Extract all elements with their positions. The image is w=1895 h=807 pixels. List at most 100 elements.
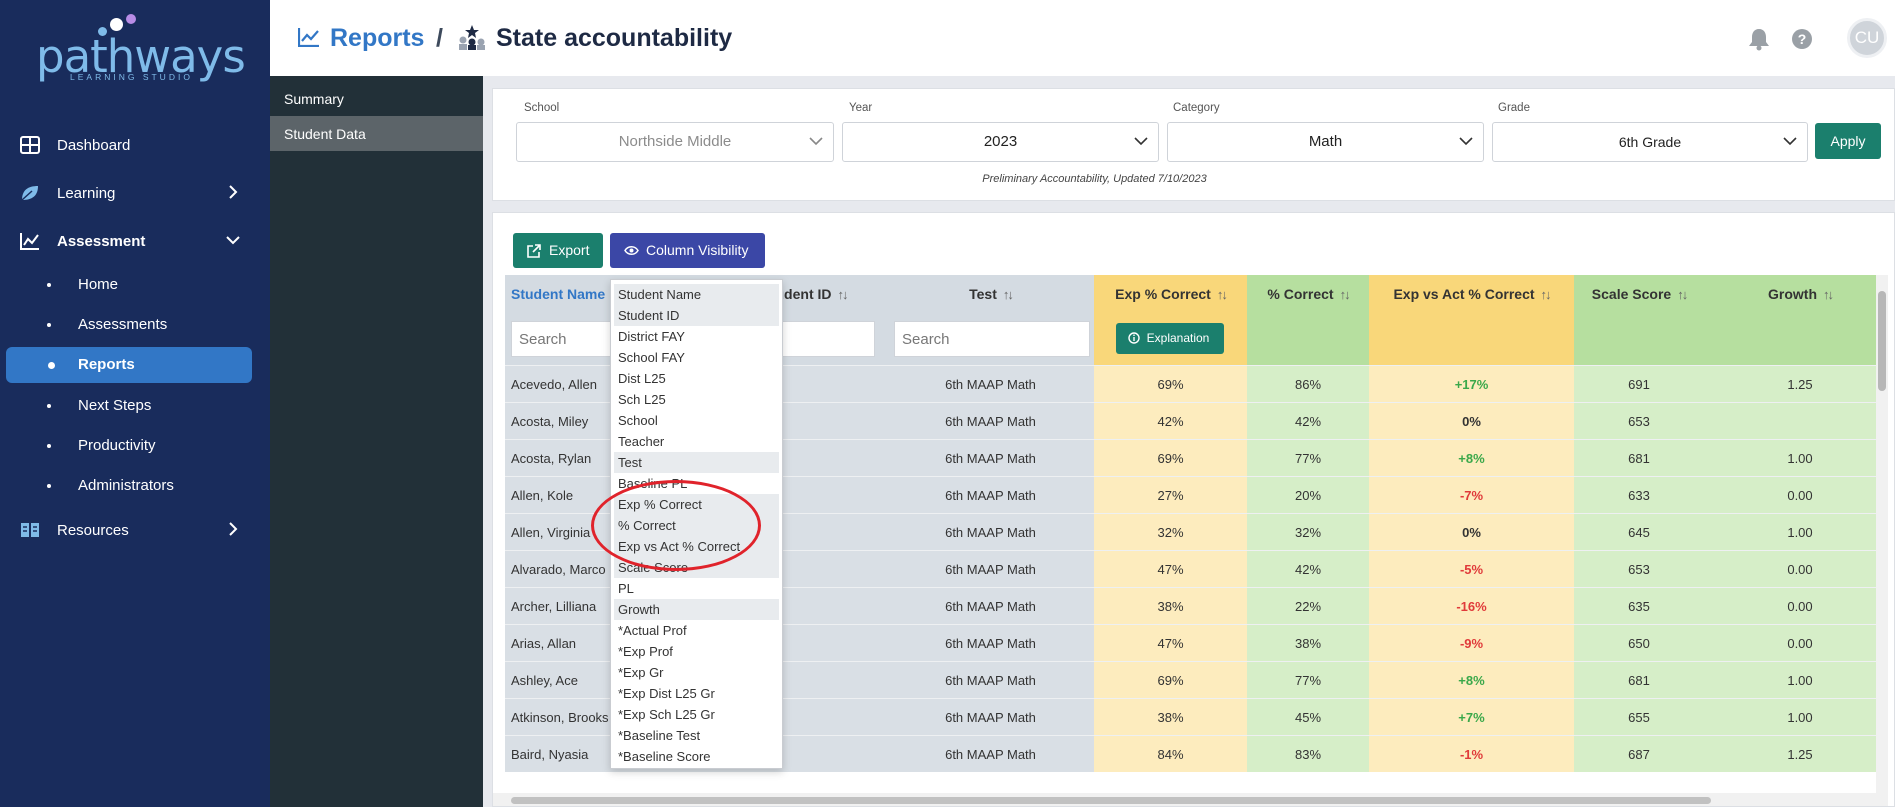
cell-value: Acosta, Rylan xyxy=(511,450,592,466)
column-header-exp-vs-act[interactable]: Exp vs Act % Correct ↑↓ xyxy=(1369,275,1574,313)
column-toggle-item[interactable]: *Baseline Score xyxy=(618,749,711,764)
cell-exp: 47% xyxy=(1094,551,1247,587)
subnav-item-summary[interactable]: Summary xyxy=(284,91,344,107)
column-header-growth[interactable]: Growth ↑↓ xyxy=(1704,275,1876,313)
sidebar-subitem-productivity[interactable]: Productivity xyxy=(0,429,270,463)
column-toggle-item[interactable]: *Actual Prof xyxy=(618,623,687,638)
export-label: Export xyxy=(549,242,590,258)
category-select[interactable]: Math xyxy=(1167,122,1484,162)
sidebar-subitem-label: Assessments xyxy=(78,316,168,333)
cell-growth: 1.00 xyxy=(1704,514,1876,550)
sidebar-subitem-assessments[interactable]: Assessments xyxy=(0,308,270,342)
sidebar-item-assessment[interactable]: Assessment xyxy=(0,223,270,259)
sidebar-subitem-next-steps[interactable]: Next Steps xyxy=(0,389,270,423)
export-button[interactable]: Export xyxy=(513,233,603,268)
column-toggle-item[interactable]: *Exp Gr xyxy=(618,665,664,680)
sort-icon: ↑↓ xyxy=(1002,286,1014,302)
sidebar-item-resources[interactable]: Resources xyxy=(0,512,270,548)
cell-value: 6th MAAP Math xyxy=(945,709,1036,725)
vertical-scrollbar[interactable] xyxy=(1876,275,1888,806)
cell-scale: 653 xyxy=(1574,403,1704,439)
cell-value: Acevedo, Allen xyxy=(511,376,598,392)
subnav-item-student-data[interactable]: Student Data xyxy=(270,116,483,151)
book-icon xyxy=(21,523,39,537)
column-header-test[interactable]: Test ↑↓ xyxy=(887,275,1094,313)
horizontal-scrollbar[interactable] xyxy=(493,793,1876,806)
column-header-label: Test xyxy=(969,286,997,302)
column-toggle-item[interactable]: Student ID xyxy=(614,305,779,326)
sidebar-subitem-administrators[interactable]: Administrators xyxy=(0,469,270,503)
column-toggle-item[interactable]: *Exp Dist L25 Gr xyxy=(618,686,715,701)
chevron-down-icon xyxy=(809,137,823,146)
explanation-button[interactable]: Explanation xyxy=(1116,323,1224,354)
cell-growth: 1.00 xyxy=(1704,440,1876,476)
column-toggle-item[interactable]: Test xyxy=(614,452,779,473)
scrollbar-thumb[interactable] xyxy=(1878,291,1886,391)
column-toggle-item[interactable]: Dist L25 xyxy=(618,371,666,386)
column-toggle-item[interactable]: Baseline PL xyxy=(618,476,688,491)
sidebar-subitem-home[interactable]: Home xyxy=(0,268,270,302)
sort-icon: ↑↓ xyxy=(837,286,849,302)
column-toggle-item[interactable]: % Correct xyxy=(614,515,779,536)
table-row[interactable]: Allen, Kole12826th MAAP Math27%20%-7%633… xyxy=(505,476,1876,513)
column-header-scale-score[interactable]: Scale Score ↑↓ xyxy=(1574,275,1704,313)
logo-dot-icon xyxy=(110,18,123,31)
column-header-exp-correct[interactable]: Exp % Correct ↑↓ xyxy=(1094,275,1247,313)
bullet-icon xyxy=(47,444,51,448)
cell-value: 1.25 xyxy=(1787,746,1813,762)
column-toggle-item[interactable]: School FAY xyxy=(618,350,685,365)
column-toggle-item[interactable]: Scale Score xyxy=(614,557,779,578)
column-toggle-item[interactable]: Growth xyxy=(614,599,779,620)
column-toggle-item[interactable]: *Exp Sch L25 Gr xyxy=(618,707,715,722)
school-label: School xyxy=(524,102,560,114)
help-icon[interactable]: ? xyxy=(1791,28,1813,50)
pathways-logo[interactable]: pathways LEARNING STUDIO xyxy=(36,14,246,86)
cell-value: 0.00 xyxy=(1787,487,1813,503)
cell-value: 6th MAAP Math xyxy=(945,524,1036,540)
cell-value: +8% xyxy=(1458,450,1485,466)
cell-pct: 77% xyxy=(1247,440,1369,476)
year-select[interactable]: 2023 xyxy=(842,122,1159,162)
column-toggle-item[interactable]: Exp vs Act % Correct xyxy=(614,536,779,557)
table-row[interactable]: Archer, Lilliana42966th MAAP Math38%22%-… xyxy=(505,587,1876,624)
cell-pct: 38% xyxy=(1247,625,1369,661)
school-select[interactable]: Northside Middle xyxy=(516,122,834,162)
column-toggle-item[interactable]: *Baseline Test xyxy=(618,728,701,743)
column-toggle-item[interactable]: School xyxy=(618,413,658,428)
column-toggle-item[interactable]: *Exp Prof xyxy=(618,644,673,659)
column-toggle-item[interactable]: PL xyxy=(618,581,634,596)
column-toggle-item[interactable]: Teacher xyxy=(618,434,665,449)
cell-value: 6th MAAP Math xyxy=(945,746,1036,762)
filter-cell: Explanation xyxy=(1094,313,1247,365)
cell-test: 6th MAAP Math xyxy=(887,736,1094,772)
cell-scale: 635 xyxy=(1574,588,1704,624)
column-visibility-button[interactable]: Column Visibility xyxy=(610,233,765,268)
column-toggle-item[interactable]: District FAY xyxy=(618,329,685,344)
category-label: Category xyxy=(1173,102,1220,114)
sidebar-item-dashboard[interactable]: Dashboard xyxy=(0,127,270,163)
filter-cell: Search xyxy=(887,313,1094,365)
bell-icon[interactable] xyxy=(1748,27,1770,51)
breadcrumb-reports[interactable]: Reports xyxy=(330,24,425,52)
test-search[interactable]: Search xyxy=(894,321,1090,357)
sidebar-item-learning[interactable]: Learning xyxy=(0,175,270,211)
cell-value: 32% xyxy=(1294,524,1322,540)
cell-value: Baird, Nyasia xyxy=(511,746,589,762)
leaf-icon xyxy=(21,186,38,201)
table-row[interactable]: Ashley, Ace35196th MAAP Math69%77%+8%681… xyxy=(505,661,1876,698)
grade-select[interactable]: 6th Grade xyxy=(1492,122,1808,162)
sort-icon: ↑↓ xyxy=(1216,286,1228,302)
cell-delta: -1% xyxy=(1369,736,1574,772)
cell-exp: 47% xyxy=(1094,625,1247,661)
sidebar-subitem-reports[interactable]: Reports xyxy=(6,347,252,383)
column-toggle-item[interactable]: Student Name xyxy=(614,284,779,305)
cell-growth: 0.00 xyxy=(1704,625,1876,661)
scrollbar-thumb[interactable] xyxy=(511,797,1711,804)
apply-button[interactable]: Apply xyxy=(1815,123,1881,159)
user-avatar[interactable]: CU xyxy=(1847,18,1887,58)
column-header-pct-correct[interactable]: % Correct ↑↓ xyxy=(1247,275,1369,313)
column-toggle-item[interactable]: Exp % Correct xyxy=(614,494,779,515)
cell-growth: 0.00 xyxy=(1704,551,1876,587)
column-toggle-item[interactable]: Sch L25 xyxy=(618,392,666,407)
cell-value: 77% xyxy=(1294,450,1322,466)
